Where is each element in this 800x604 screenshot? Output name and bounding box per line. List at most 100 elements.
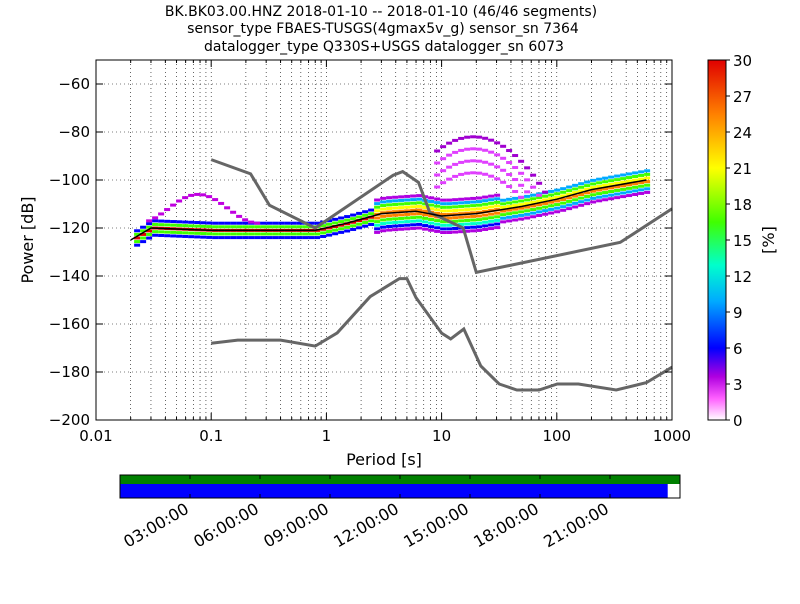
psd-heatmap-cell bbox=[416, 197, 423, 201]
psd-heatmap-cell bbox=[356, 219, 363, 223]
psd-heatmap-cell bbox=[542, 205, 549, 209]
psd-heatmap-cell bbox=[626, 179, 633, 183]
psd-heatmap-cell bbox=[464, 211, 471, 215]
psd-heatmap-cell bbox=[524, 212, 531, 216]
psd-heatmap-cell bbox=[230, 210, 237, 214]
psd-heatmap-cell bbox=[476, 147, 483, 151]
psd-heatmap-cell bbox=[392, 224, 399, 228]
psd-heatmap-cell bbox=[164, 234, 171, 238]
psd-heatmap-cell bbox=[284, 225, 291, 229]
psd-heatmap-cell bbox=[458, 222, 465, 226]
psd-heatmap-cell bbox=[434, 149, 441, 153]
psd-heatmap-cell bbox=[206, 221, 213, 225]
psd-heatmap-cell bbox=[488, 223, 495, 227]
mean-psd-line bbox=[130, 179, 647, 241]
psd-heatmap-cell bbox=[506, 208, 513, 212]
psd-heatmap-cell bbox=[614, 174, 621, 178]
psd-heatmap-cell bbox=[524, 166, 531, 170]
psd-heatmap-cell bbox=[380, 229, 387, 233]
timeline-overlap-band bbox=[120, 475, 680, 484]
psd-heatmap-cell bbox=[188, 224, 195, 228]
colorbar: 0 3 6 9 12 15 18 21 24 27 30 [%] bbox=[707, 52, 778, 430]
noise-model-nhnm bbox=[210, 158, 673, 275]
psd-heatmap-cell bbox=[470, 135, 477, 139]
psd-heatmap-cell bbox=[632, 178, 639, 182]
psd-heatmap-cell bbox=[302, 232, 309, 236]
psd-heatmap-cell bbox=[248, 236, 255, 240]
psd-heatmap-cell bbox=[536, 199, 543, 203]
timeline-tick-label: 18:00:00 bbox=[470, 499, 542, 551]
colorbar-tick-label: 3 bbox=[733, 376, 743, 394]
psd-heatmap-cell bbox=[374, 209, 381, 213]
data-coverage-timeline: 03:00:0006:00:0009:00:0012:00:0015:00:00… bbox=[119, 474, 681, 551]
psd-heatmap-cell bbox=[500, 180, 507, 184]
psd-heatmap-cell bbox=[218, 236, 225, 240]
psd-heatmap-cell bbox=[248, 232, 255, 236]
psd-heatmap-cell bbox=[404, 227, 411, 231]
psd-heatmap-cell bbox=[446, 212, 453, 216]
psd-heatmap-cell bbox=[446, 227, 453, 231]
psd-heatmap-cell bbox=[134, 240, 141, 244]
psd-heatmap-cell bbox=[266, 225, 273, 229]
psd-heatmap-cell bbox=[332, 228, 339, 232]
psd-heatmap-cell bbox=[614, 178, 621, 182]
psd-heatmap-cell bbox=[524, 178, 531, 182]
psd-heatmap-cell bbox=[230, 236, 237, 240]
psd-heatmap-cell bbox=[530, 185, 537, 189]
psd-heatmap-cell bbox=[518, 203, 525, 207]
psd-heatmap-cell bbox=[542, 198, 549, 202]
psd-heatmap-cell bbox=[554, 206, 561, 210]
psd-heatmap-cell bbox=[410, 194, 417, 198]
x-tick-label: 1 bbox=[322, 427, 332, 445]
psd-heatmap-cell bbox=[608, 182, 615, 186]
psd-heatmap-cell bbox=[416, 219, 423, 223]
psd-heatmap-cell bbox=[386, 217, 393, 221]
psd-heatmap-cell bbox=[236, 214, 243, 218]
psd-heatmap-cell bbox=[608, 197, 615, 201]
psd-heatmap-cell bbox=[374, 198, 381, 202]
psd-heatmap-cell bbox=[536, 195, 543, 199]
psd-heatmap-cell bbox=[470, 196, 477, 200]
psd-heatmap-cell bbox=[380, 214, 387, 218]
psd-heatmap-cell bbox=[596, 188, 603, 192]
psd-heatmap-cell bbox=[380, 222, 387, 226]
psd-heatmap-cell bbox=[524, 194, 531, 198]
psd-heatmap-cell bbox=[398, 206, 405, 210]
psd-heatmap-cell bbox=[512, 218, 519, 222]
psd-heatmap-cell bbox=[536, 181, 543, 185]
psd-heatmap-cell bbox=[212, 232, 219, 236]
psd-heatmap-cell bbox=[422, 227, 429, 231]
psd-heatmap-cell bbox=[482, 199, 489, 203]
psd-heatmap-cell bbox=[386, 221, 393, 225]
colorbar-tick-label: 0 bbox=[733, 412, 743, 430]
psd-heatmap-cell bbox=[596, 199, 603, 203]
y-tick-label: −120 bbox=[49, 219, 90, 237]
psd-heatmap-cell bbox=[518, 183, 525, 187]
psd-heatmap-cell bbox=[644, 172, 651, 176]
psd-heatmap-cell bbox=[416, 212, 423, 216]
psd-heatmap-cell bbox=[398, 202, 405, 206]
psd-heatmap-cell bbox=[560, 197, 567, 201]
psd-heatmap-cell bbox=[458, 230, 465, 234]
psd-heatmap-cell bbox=[470, 222, 477, 226]
psd-heatmap-cell bbox=[182, 196, 189, 200]
psd-heatmap-cell bbox=[464, 218, 471, 222]
psd-heatmap-cell bbox=[560, 205, 567, 209]
psd-heatmap-cell bbox=[500, 220, 507, 224]
psd-heatmap-cell bbox=[212, 221, 219, 225]
psd-heatmap-cell bbox=[302, 236, 309, 240]
psd-heatmap-cell bbox=[476, 135, 483, 139]
psd-heatmap-cell bbox=[638, 188, 645, 192]
psd-heatmap-cell bbox=[356, 226, 363, 230]
psd-heatmap-cell bbox=[452, 138, 459, 142]
psd-heatmap-cell bbox=[512, 204, 519, 208]
psd-heatmap-cell bbox=[218, 201, 225, 205]
psd-heatmap-cell bbox=[374, 202, 381, 206]
psd-heatmap-cell bbox=[356, 222, 363, 226]
psd-heatmap-cell bbox=[260, 221, 267, 225]
psd-heatmap-cell bbox=[518, 206, 525, 210]
psd-heatmap-cell bbox=[374, 220, 381, 224]
psd-heatmap-cell bbox=[386, 206, 393, 210]
psd-heatmap-cell bbox=[458, 215, 465, 219]
psd-heatmap-cell bbox=[512, 154, 519, 158]
